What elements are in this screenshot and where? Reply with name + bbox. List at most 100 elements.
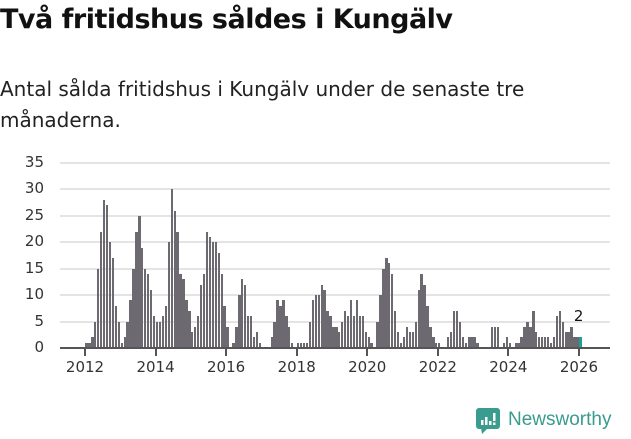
bar [314,295,317,348]
bar [152,316,156,348]
bar [370,342,373,348]
bar [111,258,115,348]
bar [88,342,91,348]
bar [241,279,244,348]
bar [170,189,173,348]
bar [549,342,553,348]
bar [379,295,382,348]
y-tick-label: 30 [24,179,44,198]
bar [138,215,141,348]
bar [564,332,567,348]
bar [535,332,538,348]
bar [399,342,403,348]
bar [132,268,135,348]
bar [247,316,250,348]
bar [402,337,406,348]
bar [97,268,100,348]
x-tick-mark [84,348,86,356]
bar [543,337,547,348]
bar [155,321,159,348]
y-tick-label: 35 [24,153,44,171]
bar [311,300,314,348]
bar [282,300,285,348]
bar [255,332,259,348]
bar [305,342,309,348]
bar [546,337,550,348]
x-tick-mark [436,348,439,356]
bar [464,342,467,348]
bar [561,321,564,348]
bar [120,342,123,348]
bar [288,326,291,348]
x-tick-label: 2020 [348,358,387,376]
bar [493,326,497,348]
bar [496,326,500,348]
bar [147,274,150,348]
bar [473,337,476,348]
bar [214,242,217,348]
bar-chart-speech-bubble-icon [476,408,500,434]
bar [296,342,300,348]
bar [285,316,288,348]
bar [91,337,94,348]
bar [105,205,109,348]
gridline [60,214,610,217]
newsworthy-logo: Newsworthy [476,408,611,434]
bar [423,284,426,348]
bar [232,342,235,348]
bar [252,337,256,348]
bar [361,316,364,348]
bar [414,321,417,348]
x-tick-label: 2012 [65,358,105,376]
bar [567,332,570,348]
bar [358,316,362,348]
bar [435,342,438,348]
bar [135,231,138,348]
bar [446,337,450,348]
bar [108,242,112,348]
bar [158,321,162,348]
y-tick-label: 20 [24,232,44,251]
bar [329,316,332,348]
bar [182,279,185,348]
bar [335,326,338,348]
x-tick-mark [295,348,298,356]
bar [514,342,517,348]
bar [405,326,409,348]
x-tick-label: 2018 [277,358,316,376]
bar [396,332,400,348]
bar [470,337,473,348]
x-tick-label: 2016 [207,358,246,376]
bar [573,337,576,348]
bar [323,289,326,348]
bar [420,274,423,348]
bar [144,268,147,348]
bar [302,342,306,348]
x-axis-line [60,347,610,349]
bar [541,337,544,348]
bar [164,305,167,348]
bar [149,289,153,348]
bar [552,337,556,348]
bar [520,337,523,348]
bar [226,326,229,348]
bar [308,321,312,348]
bar [429,326,432,348]
chart-subtitle: Antal sålda fritidshus i Kungälv under d… [0,77,525,132]
bar [270,337,273,348]
bar [235,326,238,348]
bar [394,311,397,348]
x-tick-mark [154,348,157,356]
bar [432,337,435,348]
bar [161,316,165,348]
bar [508,342,511,348]
bar [197,316,200,348]
bar [426,305,429,348]
bar [382,268,385,348]
gridline [60,162,610,164]
gridline [60,320,610,323]
x-tick-mark [366,348,369,356]
bar [173,210,176,348]
bar [114,305,118,348]
